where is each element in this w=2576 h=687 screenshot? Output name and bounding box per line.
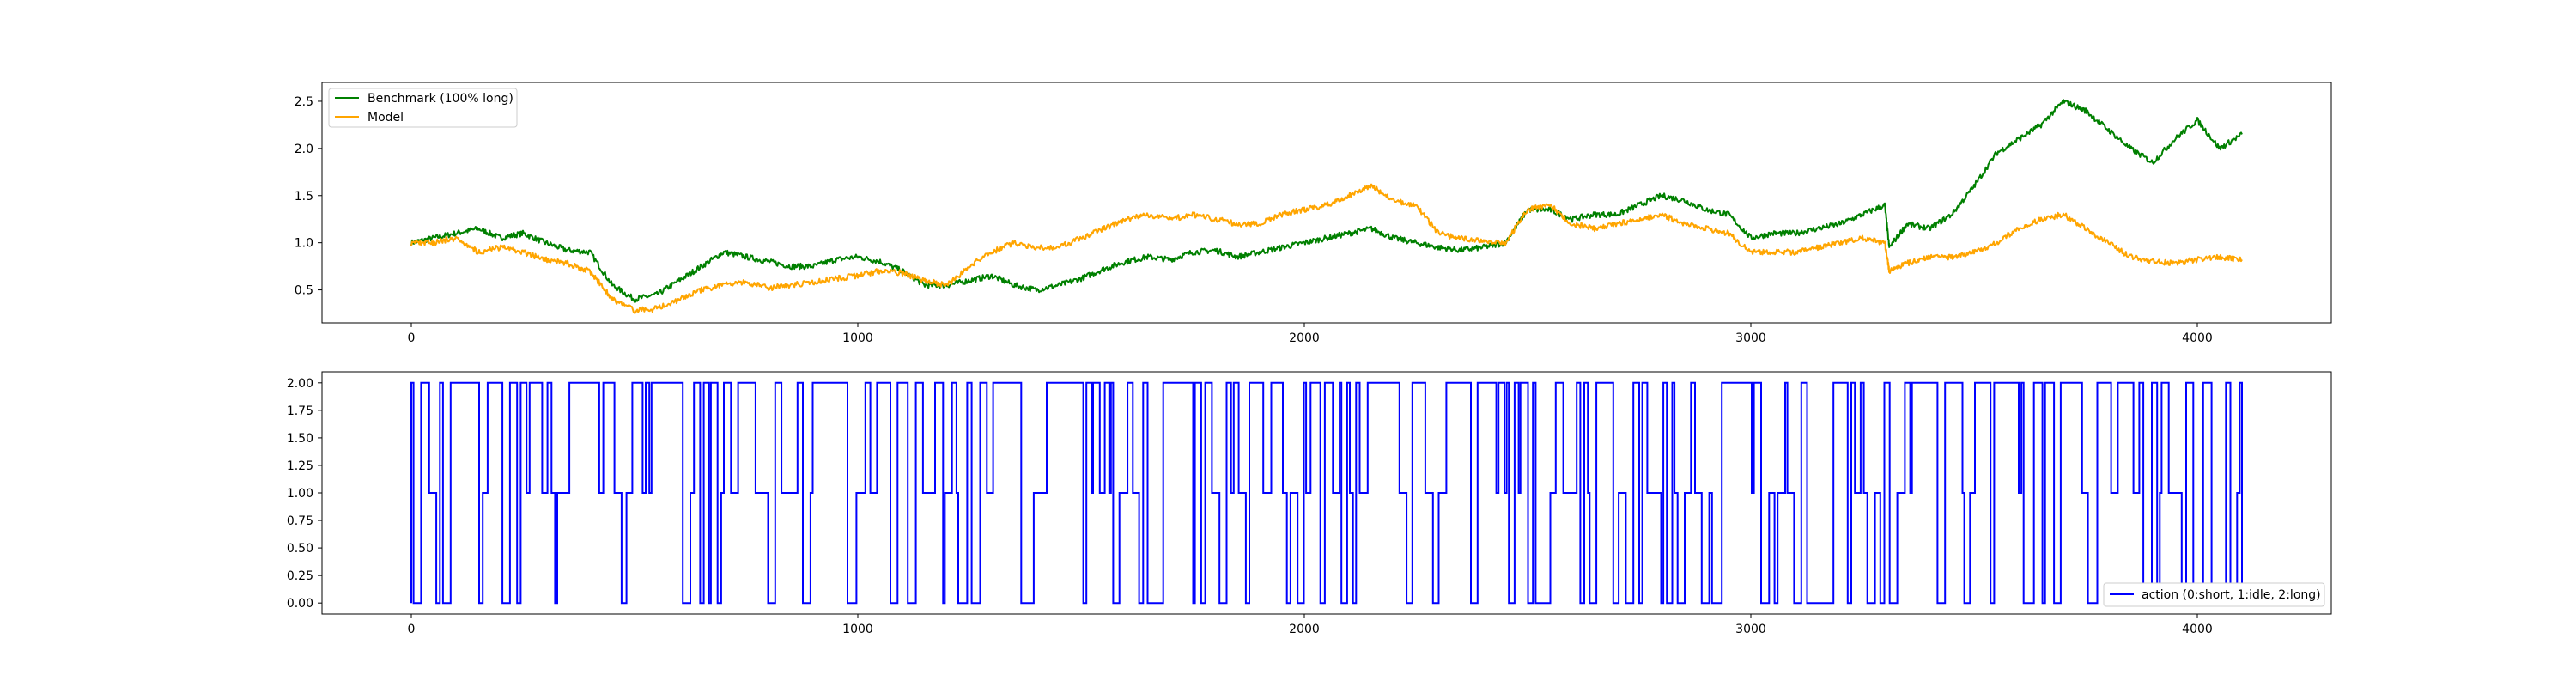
top-ytick-label: 2.0 bbox=[295, 143, 313, 156]
bottom-xtick-label: 4000 bbox=[2182, 623, 2213, 636]
top-xtick-label: 1000 bbox=[842, 331, 873, 345]
series-line-action bbox=[410, 381, 2243, 605]
bottom-ytick-label: 1.75 bbox=[287, 404, 313, 418]
top-xtick-label: 2000 bbox=[1289, 331, 1320, 345]
bottom-xtick-label: 1000 bbox=[842, 623, 873, 636]
bottom-ytick-label: 1.25 bbox=[287, 459, 313, 473]
equity-curve-panel: 0 1000 2000 3000 4000 0.5 1.0 1.5 2.0 2.5 Benchm… bbox=[295, 82, 2332, 345]
bottom-ytick-label: 0.25 bbox=[287, 569, 313, 583]
series-line-model bbox=[410, 183, 2243, 314]
top-legend: Benchmark (100% long) Model bbox=[328, 88, 518, 128]
top-xtick-label: 3000 bbox=[1735, 331, 1766, 345]
bottom-x-axis: 0 1000 2000 3000 4000 bbox=[408, 614, 2213, 636]
bottom-ytick-label: 1.00 bbox=[287, 487, 313, 501]
bottom-ytick-label: 0.50 bbox=[287, 542, 313, 556]
top-y-axis: 0.5 1.0 1.5 2.0 2.5 bbox=[295, 95, 322, 298]
action-series-group bbox=[410, 381, 2243, 605]
legend-label-action: action (0:short, 1:idle, 2:long) bbox=[2142, 588, 2321, 602]
bottom-ytick-label: 0.75 bbox=[287, 514, 313, 528]
bottom-ytick-label: 1.50 bbox=[287, 432, 313, 446]
bottom-ytick-label: 2.00 bbox=[287, 377, 313, 391]
top-x-axis: 0 1000 2000 3000 4000 bbox=[408, 323, 2213, 345]
legend-label-model: Model bbox=[368, 111, 404, 125]
bottom-xtick-label: 3000 bbox=[1735, 623, 1766, 636]
bottom-ytick-label: 0.00 bbox=[287, 597, 313, 611]
top-axes-frame bbox=[321, 82, 2332, 324]
bottom-legend: action (0:short, 1:idle, 2:long) bbox=[2103, 582, 2325, 607]
bottom-y-axis: 0.00 0.25 0.50 0.75 1.00 1.25 1.50 1.75 2.00 bbox=[287, 377, 322, 611]
top-ytick-label: 0.5 bbox=[295, 284, 313, 298]
top-legend-box bbox=[328, 88, 518, 128]
top-xtick-label: 0 bbox=[408, 331, 416, 345]
legend-label-benchmark: Benchmark (100% long) bbox=[368, 92, 513, 106]
bottom-legend-box bbox=[2103, 582, 2325, 607]
action-panel: 0 1000 2000 3000 4000 0.00 0.25 0.50 0.75 1.00 1.… bbox=[287, 371, 2332, 636]
series-line-benchmark bbox=[410, 99, 2243, 303]
top-ytick-label: 1.0 bbox=[295, 237, 313, 251]
top-ytick-label: 2.5 bbox=[295, 95, 313, 109]
top-ytick-label: 1.5 bbox=[295, 190, 313, 204]
bottom-xtick-label: 2000 bbox=[1289, 623, 1320, 636]
bottom-xtick-label: 0 bbox=[408, 623, 416, 636]
top-xtick-label: 4000 bbox=[2182, 331, 2213, 345]
equity-series-group bbox=[410, 99, 2243, 314]
